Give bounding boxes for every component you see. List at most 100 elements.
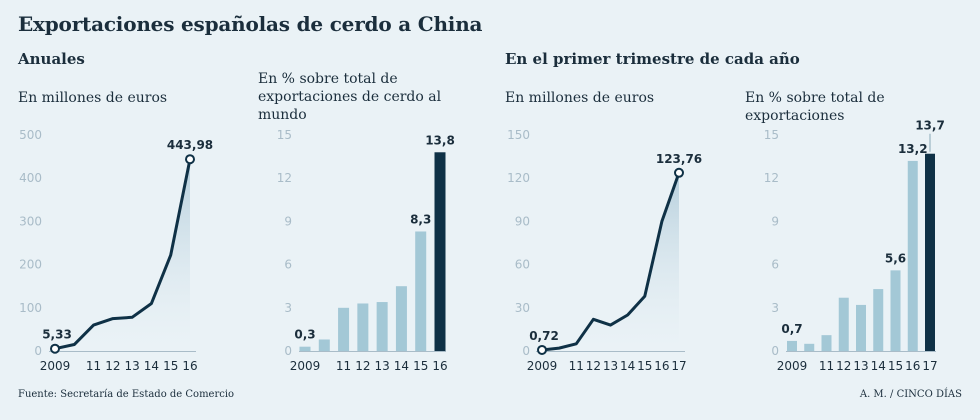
x-tick-label: 2009 [527,359,558,373]
data-label: 5,33 [42,328,72,342]
x-tick-label: 12 [105,359,120,373]
data-point-marker [185,154,195,165]
data-label: 123,76 [656,152,702,166]
x-tick-label: 16 [654,359,669,373]
y-tick-label: 400 [19,171,42,185]
x-tick-label: 14 [620,359,635,373]
x-tick-label: 13 [125,359,140,373]
y-tick-label: 0 [771,344,779,358]
data-label: 443,98 [167,138,213,152]
y-tick-label: 3 [284,301,292,315]
area-fill [55,159,190,351]
bar [787,340,797,351]
bar [873,289,884,351]
series-line [540,171,681,352]
x-tick-label: 14 [871,359,886,373]
area-fill [542,172,679,351]
subtitle-annual-millions: En millones de euros [18,90,168,106]
bar [299,346,311,351]
x-tick-label: 14 [144,359,159,373]
x-tick-label: 15 [413,359,428,373]
data-label: 13,7 [915,119,945,133]
y-tick-label: 6 [284,258,292,272]
x-tick-label: 16 [905,359,920,373]
credit-note: A. M. / CINCO DÍAS [859,389,962,400]
x-tick-label: 12 [586,359,601,373]
data-point-marker [50,343,60,354]
y-tick-label: 15 [277,128,292,142]
x-tick-label: 15 [637,359,652,373]
x-tick-label: 11 [86,359,101,373]
bar [856,304,866,351]
y-tick-label: 500 [19,128,42,142]
x-tick-label: 12 [836,359,851,373]
x-tick-label: 11 [569,359,584,373]
data-label: 0,3 [294,328,315,342]
x-tick-label: 2009 [290,359,321,373]
y-tick-label: 0 [34,344,42,358]
y-tick-label: 30 [515,301,530,315]
x-tick-label: 17 [922,359,937,373]
y-tick-label: 60 [515,258,530,272]
y-tick-label: 9 [284,214,292,228]
bar [821,335,832,351]
x-tick-label: 11 [819,359,834,373]
y-tick-label: 0 [522,344,530,358]
bar [434,152,446,351]
y-tick-label: 9 [771,214,779,228]
y-tick-label: 12 [277,171,292,185]
y-tick-label: 90 [515,214,530,228]
series-line [53,157,192,351]
x-tick-label: 16 [432,359,447,373]
x-tick-label: 16 [182,359,197,373]
y-tick-label: 300 [19,214,42,228]
x-tick-label: 13 [375,359,390,373]
data-point-marker [537,344,547,355]
x-tick-label: 15 [888,359,903,373]
source-note: Fuente: Secretaría de Estado de Comercio [18,389,235,400]
bar [318,339,330,351]
page-title: Exportaciones españolas de cerdo a China [18,12,483,36]
bar [907,160,918,351]
x-tick-label: 13 [853,359,868,373]
bar [376,302,388,351]
bar [357,303,369,351]
x-tick-label: 15 [163,359,178,373]
subtitle-annual-percent: En % sobre total de exportaciones de cer… [258,71,442,123]
x-tick-label: 11 [336,359,351,373]
data-label: 8,3 [410,212,431,226]
x-tick-label: 14 [394,359,409,373]
x-tick-label: 13 [603,359,618,373]
data-label: 0,72 [529,329,559,343]
section-title-annual: Anuales [18,50,85,68]
data-label: 0,7 [781,322,802,336]
x-tick-label: 17 [671,359,686,373]
bar [395,286,407,351]
subtitle-quarter-percent: En % sobre total de exportaciones [745,90,885,124]
y-tick-label: 150 [507,128,530,142]
y-tick-label: 100 [19,301,42,315]
x-tick-label: 2009 [777,359,808,373]
section-title-quarter: En el primer trimestre de cada año [505,50,800,68]
y-tick-label: 12 [764,171,779,185]
data-label: 13,2 [898,142,928,156]
y-tick-label: 3 [771,301,779,315]
bar [890,270,901,351]
y-tick-label: 6 [771,258,779,272]
y-tick-label: 15 [764,128,779,142]
bar [415,231,427,351]
y-tick-label: 0 [284,344,292,358]
y-tick-label: 200 [19,258,42,272]
x-tick-label: 2009 [40,359,71,373]
x-tick-label: 12 [355,359,370,373]
data-label: 5,6 [885,251,906,265]
y-tick-label: 120 [507,171,530,185]
bar [925,153,935,351]
bar [838,297,849,351]
subtitle-quarter-millions: En millones de euros [505,90,655,106]
bar [804,343,815,351]
bar [338,307,350,351]
data-point-marker [674,167,684,178]
data-label: 13,8 [425,133,455,147]
